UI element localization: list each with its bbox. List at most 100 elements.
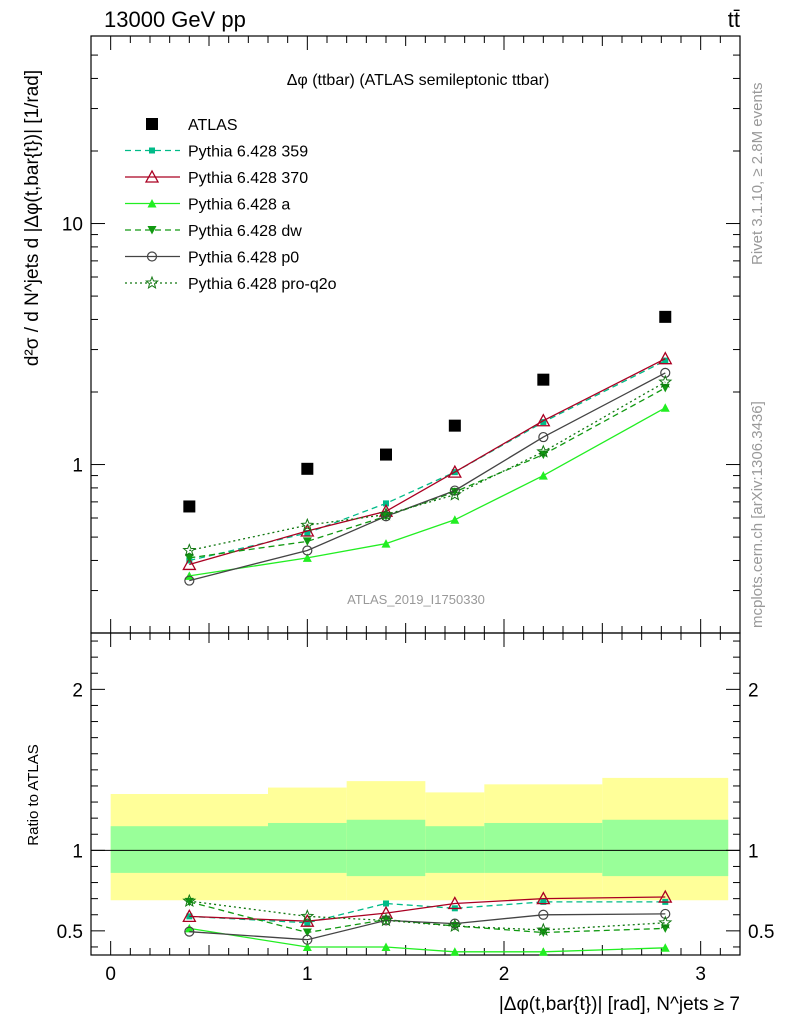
ratio-series-pythia-6-428-370 [182,889,673,927]
legend-label: ATLAS [188,117,238,134]
marker-point [448,419,461,432]
series-pythia-6-428-a [184,403,670,580]
marker-point [536,891,551,905]
x-tick-label: 3 [695,964,706,985]
marker-point [182,909,197,923]
ratio-ylabel: Ratio to ATLAS [25,744,42,845]
marker-point [447,896,462,910]
watermark: ATLAS_2019_I1750330 [347,592,485,607]
marker-point [660,908,671,920]
legend-item: Pythia 6.428 370 [125,169,308,187]
ratio-series-pythia-6-428-dw [184,897,670,937]
marker-point [383,500,389,507]
band-inner [110,826,269,873]
mcplots-label: mcplots.cern.ch [arXiv:1306.3436] [749,401,766,628]
marker-point [538,471,548,480]
x-tick-label: 2 [499,964,510,985]
marker-point [184,553,194,563]
main-title: Δφ (ttbar) (ATLAS semileptonic ttbar) [287,72,550,89]
ratio-ylabel-text: Ratio to ATLAS [25,744,42,845]
marker-point [658,374,673,389]
y-tick-label-right: 0.5 [748,922,774,943]
marker-point [149,147,155,154]
legend-item: Pythia 6.428 pro-q2o [125,275,337,293]
marker-point [184,897,194,907]
marker-point [302,553,312,562]
marker-point [450,515,460,524]
marker-point [538,947,548,956]
marker-point [540,898,547,905]
ratio-frame [90,632,741,956]
series-pythia-6-428-p0 [184,367,671,586]
band-inner [346,819,426,877]
marker-point [380,915,392,926]
y-tick-label-right: 2 [748,680,759,701]
y-tick-label: 1 [72,841,83,862]
y-tick-label: 10 [62,215,83,236]
legend-item: Pythia 6.428 dw [125,223,302,240]
marker-point [381,942,391,951]
marker-point [536,444,551,458]
series-line [189,927,666,953]
marker-point [302,545,313,556]
marker-point [300,909,315,923]
marker-point [184,926,195,937]
marker-point [380,448,392,461]
ratio-panel: 0.5 0.5 1 1 2 2 0 1 2 3 Ratio to ATLAS [25,632,774,985]
main-plot-area: 1 10 [62,35,741,634]
marker-point [660,403,670,412]
y-tick-label: 1 [72,456,83,477]
marker-point [379,507,393,521]
series-pythia-6-428-dw [184,383,670,563]
marker-point [540,419,547,426]
marker-point [182,893,197,908]
marker-point [538,909,549,920]
band-inner [602,819,729,877]
main-ylabel: d²σ / d N^jets d |Δφ(t,bar{t})| [1/rad] [22,70,43,366]
x-tick-label: 1 [302,964,313,985]
marker-point [302,934,313,945]
marker-point [184,575,195,586]
marker-point [536,413,551,427]
series-pythia-6-428-370 [182,351,673,571]
series-line [189,901,666,934]
ratio-series-pythia-6-428-pro-q2o [182,893,673,937]
ratio-series-pythia-6-428-a [184,923,670,956]
marker-point [147,199,157,208]
y-tick-label: 0.5 [57,922,83,943]
marker-point [379,913,393,927]
series-atlas [183,310,672,513]
series-line [189,913,666,941]
band-inner [484,822,603,873]
legend: ATLAS Pythia 6.428 359 Pythia 6.428 370 Pyt… [125,117,337,293]
legend-item: Pythia 6.428 p0 [125,250,299,267]
legend-label: Pythia 6.428 p0 [188,250,299,267]
series-line [189,896,666,922]
series-line [189,900,666,931]
marker-point [304,529,311,536]
marker-point [450,947,460,956]
series-line [189,387,666,559]
header-left: 13000 GeV pp [104,7,246,32]
ratio-series-pythia-6-428-p0 [184,908,671,945]
series-line [189,381,666,552]
marker-point [660,943,670,952]
marker-point [538,431,549,443]
marker-point [182,557,197,571]
marker-point [450,487,460,497]
legend-item: Pythia 6.428 a [125,197,290,214]
marker-point [184,923,194,933]
marker-point [660,367,671,379]
marker-point [659,310,672,323]
main-panel: 1 10 Δφ (ttbar) (ATLAS semileptonic ttbar… [22,35,741,634]
x-axis-label: |Δφ(t,bar{t})| [rad], N^jets ≥ 7 [499,994,740,1015]
marker-point [146,118,158,130]
series-pythia-6-428-359 [186,357,669,564]
series-line [189,360,666,562]
marker-point [147,226,157,235]
marker-point [658,889,673,903]
main-ylabel-text: d²σ / d N^jets d |Δφ(t,bar{t})| [1/rad] [22,70,43,366]
marker-point [658,351,673,365]
header-right: tt̄ [728,7,740,32]
marker-point [447,464,462,478]
